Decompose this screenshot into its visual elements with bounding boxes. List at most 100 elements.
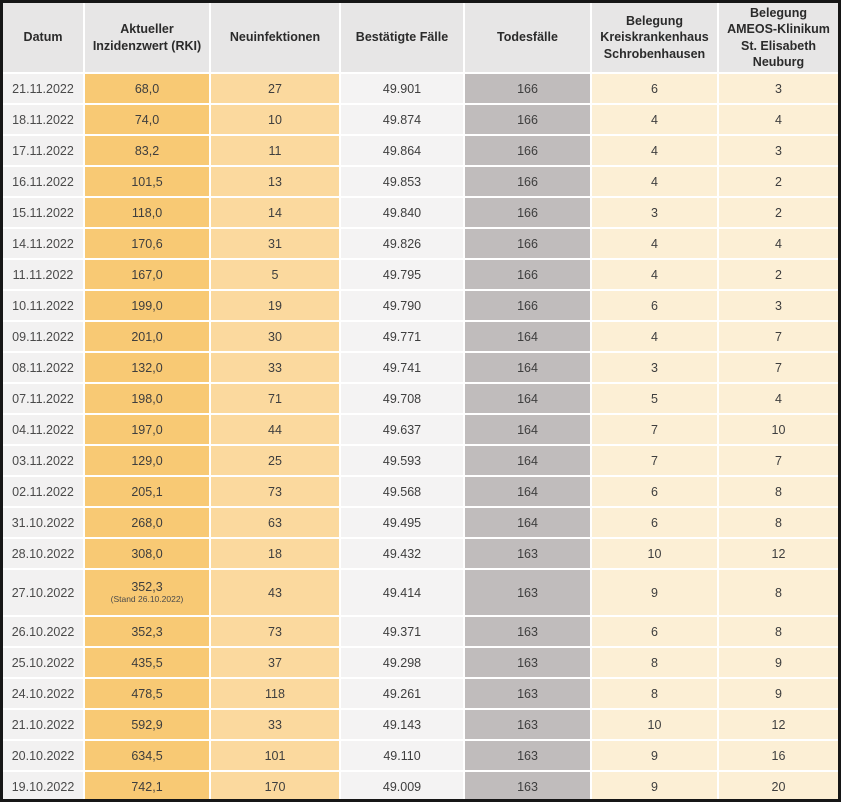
cell-inzidenz: 201,0	[85, 322, 211, 353]
cell-value: 5	[651, 391, 658, 406]
cell-ameos: 2	[719, 198, 838, 229]
cell-value: 101,5	[131, 174, 163, 189]
cell-value: 2	[775, 267, 782, 282]
cell-value: 49.840	[382, 205, 422, 220]
cell-value: 21.10.2022	[11, 717, 75, 732]
cell-inzidenz: 74,0	[85, 105, 211, 136]
cell-value: 3	[775, 298, 782, 313]
cell-value: 73	[268, 484, 282, 499]
cell-inzidenz: 478,5	[85, 679, 211, 710]
cell-inzidenz: 118,0	[85, 198, 211, 229]
cell-value: 18	[268, 546, 282, 561]
cell-value: 49.432	[382, 546, 422, 561]
cell-value: 10	[771, 422, 786, 437]
cell-value: 7	[651, 422, 658, 437]
cell-todesfaelle: 166	[465, 74, 592, 105]
cell-value: 9	[775, 686, 782, 701]
cell-inzidenz: 167,0	[85, 260, 211, 291]
cell-value: 19	[268, 298, 282, 313]
cell-datum: 21.11.2022	[3, 74, 85, 105]
cell-inzidenz: 132,0	[85, 353, 211, 384]
cell-bestaetigte: 49.298	[341, 648, 465, 679]
cell-datum: 02.11.2022	[3, 477, 85, 508]
cell-inzidenz: 742,1	[85, 772, 211, 799]
column-header-belegung-kreiskrankenhaus: Belegung Kreiskrankenhaus Schrobenhausen	[592, 3, 719, 74]
cell-bestaetigte: 49.790	[341, 291, 465, 322]
cell-value: 49.795	[382, 267, 422, 282]
cell-value: 63	[268, 515, 282, 530]
cell-bestaetigte: 49.826	[341, 229, 465, 260]
cell-ameos: 3	[719, 291, 838, 322]
cell-value: 25.10.2022	[11, 655, 75, 670]
cell-kkh: 8	[592, 679, 719, 710]
table-row: 04.11.2022 197,0 44 49.637 164 7 10	[3, 415, 838, 446]
cell-value: 12	[771, 546, 786, 561]
cell-value: 07.11.2022	[12, 391, 74, 406]
table-row: 11.11.2022 167,0 5 49.795 166 4 2	[3, 260, 838, 291]
cell-value: 10	[268, 112, 282, 127]
cell-value: 21.11.2022	[12, 81, 74, 96]
cell-bestaetigte: 49.853	[341, 167, 465, 198]
cell-bestaetigte: 49.568	[341, 477, 465, 508]
cell-value: 118,0	[131, 205, 163, 220]
cell-bestaetigte: 49.708	[341, 384, 465, 415]
cell-datum: 31.10.2022	[3, 508, 85, 539]
cell-value: 49.864	[382, 143, 422, 158]
cell-ameos: 12	[719, 539, 838, 570]
cell-value: 2	[775, 205, 782, 220]
cell-value: 592,9	[131, 717, 163, 732]
cell-value: 163	[517, 624, 538, 639]
cell-value: 268,0	[131, 515, 163, 530]
cell-todesfaelle: 163	[465, 772, 592, 799]
cell-value: 49.901	[382, 81, 422, 96]
cell-value: 170	[264, 779, 286, 794]
cell-value: 49.593	[382, 453, 422, 468]
cell-value: 4	[651, 174, 658, 189]
cell-value: 132,0	[131, 360, 163, 375]
cell-ameos: 2	[719, 167, 838, 198]
cell-neuinfektionen: 170	[211, 772, 341, 799]
cell-datum: 14.11.2022	[3, 229, 85, 260]
cell-value: 478,5	[131, 686, 163, 701]
cell-value: 101	[264, 748, 286, 763]
cell-value: 435,5	[131, 655, 163, 670]
cell-ameos: 8	[719, 570, 838, 617]
cell-value: 166	[517, 298, 538, 313]
cell-value: 166	[517, 236, 538, 251]
cell-todesfaelle: 164	[465, 384, 592, 415]
cell-value: 4	[651, 112, 658, 127]
cell-value: 129,0	[131, 453, 163, 468]
cell-datum: 07.11.2022	[3, 384, 85, 415]
cell-value: 03.11.2022	[12, 453, 74, 468]
cell-value: 3	[651, 205, 658, 220]
cell-value: 167,0	[131, 267, 163, 282]
cell-neuinfektionen: 101	[211, 741, 341, 772]
cell-value: 205,1	[131, 484, 163, 499]
cell-value: 49.568	[382, 484, 422, 499]
cell-kkh: 6	[592, 291, 719, 322]
cell-inzidenz: 634,5	[85, 741, 211, 772]
cell-value: 6	[651, 515, 658, 530]
table-row: 14.11.2022 170,6 31 49.826 166 4 4	[3, 229, 838, 260]
cell-value: 14	[268, 205, 282, 220]
cell-value: 3	[651, 360, 658, 375]
cell-inzidenz: 68,0	[85, 74, 211, 105]
cell-value: 16.11.2022	[12, 174, 74, 189]
cell-ameos: 7	[719, 446, 838, 477]
cell-datum: 28.10.2022	[3, 539, 85, 570]
cell-value: 25	[268, 453, 282, 468]
cell-kkh: 7	[592, 415, 719, 446]
cell-inzidenz: 308,0	[85, 539, 211, 570]
cell-value: 742,1	[131, 779, 163, 794]
cell-bestaetigte: 49.414	[341, 570, 465, 617]
cell-bestaetigte: 49.495	[341, 508, 465, 539]
table-row: 10.11.2022 199,0 19 49.790 166 6 3	[3, 291, 838, 322]
cell-value: 43	[268, 585, 282, 600]
cell-value: 74,0	[134, 112, 160, 127]
cell-value: 49.874	[382, 112, 422, 127]
cell-kkh: 3	[592, 198, 719, 229]
cell-bestaetigte: 49.371	[341, 617, 465, 648]
cell-value: 33	[268, 717, 282, 732]
cell-value: 7	[651, 453, 658, 468]
cell-value: 3	[775, 143, 782, 158]
